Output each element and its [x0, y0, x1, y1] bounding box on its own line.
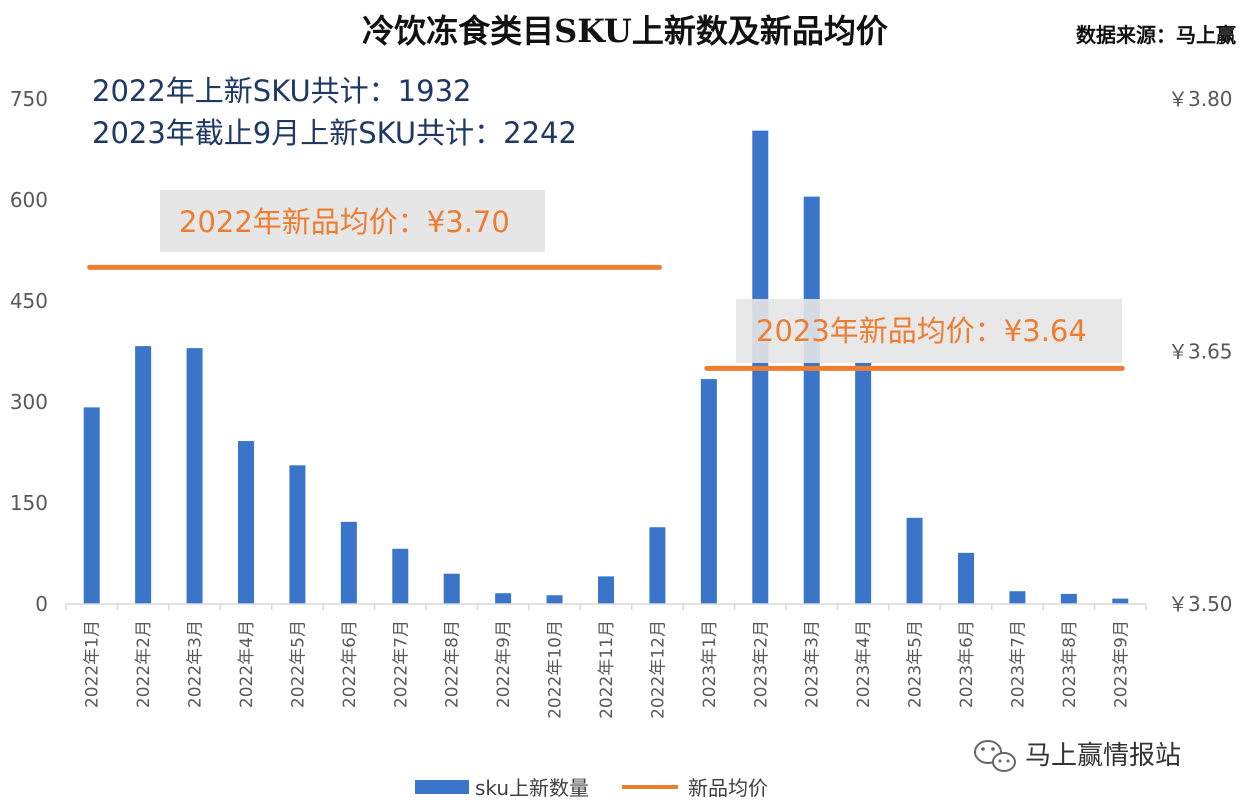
- y-right-tick-label: ￥3.80: [1168, 87, 1233, 111]
- x-tick-label: 2022年2月: [134, 620, 154, 708]
- bar: [186, 348, 203, 604]
- line-series: [87, 264, 1125, 371]
- bar: [1112, 598, 1129, 604]
- x-tick-label: 2022年3月: [186, 620, 206, 708]
- x-tick-label: 2023年9月: [1111, 620, 1131, 708]
- y-left-tick-label: 0: [35, 592, 48, 616]
- bar: [83, 407, 100, 604]
- bar: [546, 595, 563, 604]
- bar: [803, 196, 820, 604]
- y-right-tick-label: ￥3.50: [1168, 592, 1233, 616]
- legend-label-bar: sku上新数量: [475, 776, 589, 800]
- x-tick-label: 2023年6月: [957, 620, 977, 708]
- legend: sku上新数量 新品均价: [415, 776, 768, 800]
- bar: [238, 441, 254, 604]
- x-tick-label: 2022年8月: [443, 620, 463, 708]
- bar: [495, 593, 512, 604]
- x-tick-label: 2022年4月: [237, 620, 257, 708]
- legend-swatch-bar: [415, 780, 469, 794]
- bar: [700, 379, 717, 604]
- summary-2022: 2022年上新SKU共计：1932: [92, 74, 471, 108]
- watermark: 马上赢情报站: [974, 740, 1181, 772]
- x-tick-label: 2023年1月: [700, 620, 720, 708]
- x-tick-label: 2022年7月: [391, 620, 411, 708]
- avg-label-2022: 2022年新品均价：¥3.70: [179, 205, 510, 239]
- x-tick-label: 2022年5月: [288, 620, 308, 708]
- wechat-icon: [974, 740, 1016, 772]
- bar: [1009, 591, 1026, 604]
- x-tick-label: 2023年2月: [751, 620, 771, 708]
- avg-label-2022-box: [160, 190, 545, 252]
- y-left-tick-label: 300: [10, 390, 48, 414]
- x-tick-label: 2022年9月: [494, 620, 514, 708]
- watermark-text: 马上赢情报站: [1025, 741, 1181, 771]
- x-tick-label: 2022年1月: [83, 620, 103, 708]
- x-tick-label: 2022年10月: [546, 620, 566, 719]
- y-axis-left: 0 150 300 450 600 750: [10, 87, 48, 616]
- y-axis-right: ￥3.50 ￥3.65 ￥3.80: [1168, 87, 1233, 616]
- x-tick-label: 2023年3月: [803, 620, 823, 708]
- x-axis: 2022年1月 2022年2月 2022年3月 2022年4月 2022年5月 2022年…: [65, 604, 1147, 719]
- bar: [598, 576, 614, 604]
- x-tick-label: 2022年12月: [648, 620, 668, 719]
- legend-label-line: 新品均价: [688, 776, 768, 800]
- bar: [289, 465, 306, 604]
- bar: [958, 552, 974, 604]
- y-left-tick-label: 150: [10, 491, 48, 515]
- chart-title: 冷饮冻食类目SKU上新数及新品均价: [362, 12, 888, 50]
- bar: [392, 548, 409, 604]
- y-left-tick-label: 600: [10, 188, 48, 212]
- avg-label-2023: 2023年新品均价：¥3.64: [756, 314, 1087, 348]
- x-tick-label: 2023年4月: [854, 620, 874, 708]
- bar: [135, 346, 152, 604]
- summary-2023: 2023年截止9月上新SKU共计：2242: [92, 116, 577, 150]
- bar-series: [83, 130, 1129, 604]
- bar: [443, 573, 460, 604]
- y-left-tick-label: 750: [10, 87, 48, 111]
- bar: [649, 527, 666, 604]
- avg-label-2023-box: [736, 299, 1122, 363]
- bar: [855, 362, 872, 604]
- x-tick-label: 2022年11月: [597, 620, 617, 719]
- y-left-tick-label: 450: [10, 289, 48, 313]
- y-right-tick-label: ￥3.65: [1168, 340, 1233, 364]
- bar: [340, 521, 357, 604]
- x-tick-label: 2023年8月: [1060, 620, 1080, 708]
- bar: [1060, 593, 1077, 604]
- x-tick-label: 2022年6月: [340, 620, 360, 708]
- data-source: 数据来源：马上赢: [1076, 23, 1236, 47]
- bar: [906, 517, 923, 604]
- x-tick-label: 2023年7月: [1008, 620, 1028, 708]
- x-tick-label: 2023年5月: [906, 620, 926, 708]
